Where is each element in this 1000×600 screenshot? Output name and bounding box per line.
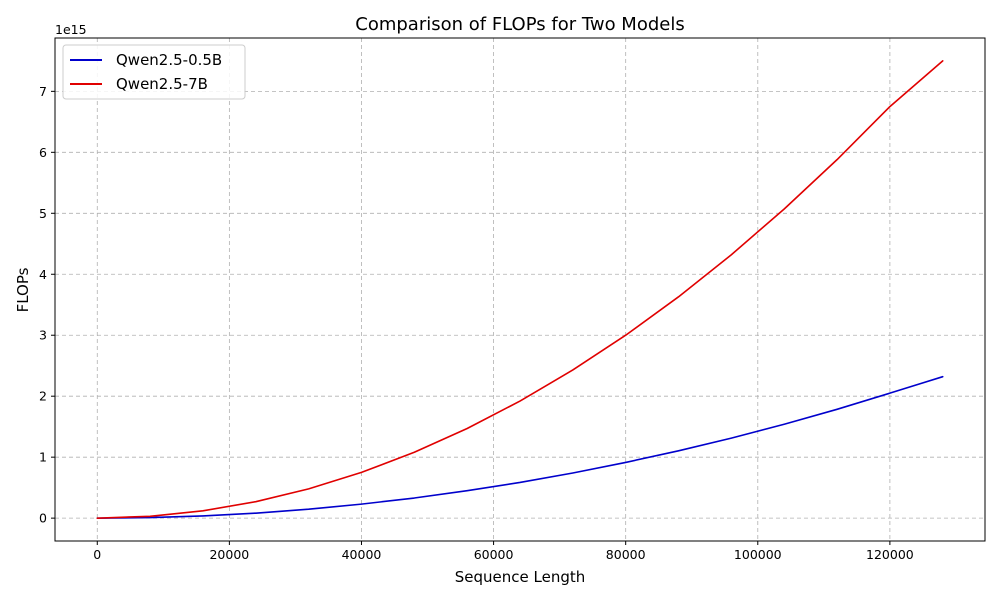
y-tick-label: 3 xyxy=(39,328,47,343)
plot-frame xyxy=(54,37,986,542)
x-tick-label: 100000 xyxy=(734,547,782,562)
y-offset-label: 1e15 xyxy=(55,22,87,37)
y-tick-label: 5 xyxy=(39,206,47,221)
series-line-qwen2-5-7b xyxy=(96,60,944,519)
y-tick-label: 1 xyxy=(39,450,47,465)
y-tick-label: 2 xyxy=(39,389,47,404)
y-tick-label: 4 xyxy=(39,267,47,282)
y-tick-label: 6 xyxy=(39,145,47,160)
y-tick-label: 0 xyxy=(39,511,47,526)
x-tick-label: 60000 xyxy=(474,547,514,562)
x-tick-label: 40000 xyxy=(342,547,382,562)
x-tick-label: 20000 xyxy=(209,547,249,562)
x-axis: 0 20000 40000 60000 80000 100000 120000 xyxy=(93,541,914,562)
x-tick-label: 80000 xyxy=(606,547,646,562)
y-axis: 0 1 2 3 4 5 6 7 xyxy=(39,84,55,526)
series-layer xyxy=(96,60,944,519)
series-line-qwen2-5-0-5b xyxy=(96,375,944,519)
x-tick-label: 120000 xyxy=(866,547,914,562)
grid-lines xyxy=(55,38,985,541)
y-tick-label: 7 xyxy=(39,84,47,99)
legend-label-qwen2-5-0-5b: Qwen2.5-0.5B xyxy=(116,51,222,69)
legend: Qwen2.5-0.5B Qwen2.5-7B xyxy=(62,44,246,100)
y-axis-label: FLOPs xyxy=(14,267,32,312)
legend-label-qwen2-5-7b: Qwen2.5-7B xyxy=(116,75,208,93)
x-axis-label: Sequence Length xyxy=(455,568,586,586)
x-tick-label: 0 xyxy=(93,547,101,562)
legend-box xyxy=(62,44,246,100)
chart-title: Comparison of FLOPs for Two Models xyxy=(355,14,684,35)
